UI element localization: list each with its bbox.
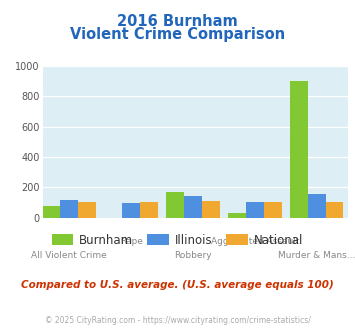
Bar: [166, 192, 184, 218]
Text: 2016 Burnham: 2016 Burnham: [117, 14, 238, 29]
Text: All Violent Crime: All Violent Crime: [31, 251, 107, 260]
Bar: [122, 203, 140, 218]
Bar: [60, 200, 78, 218]
Bar: [326, 202, 344, 218]
Text: Murder & Mans...: Murder & Mans...: [278, 251, 355, 260]
Legend: Burnham, Illinois, National: Burnham, Illinois, National: [47, 229, 308, 251]
Text: © 2025 CityRating.com - https://www.cityrating.com/crime-statistics/: © 2025 CityRating.com - https://www.city…: [45, 315, 310, 325]
Bar: [290, 81, 308, 218]
Bar: [78, 202, 96, 218]
Bar: [43, 207, 60, 218]
Text: Compared to U.S. average. (U.S. average equals 100): Compared to U.S. average. (U.S. average …: [21, 280, 334, 290]
Text: Rape: Rape: [120, 237, 142, 246]
Bar: [264, 202, 282, 218]
Bar: [246, 202, 264, 218]
Text: Robbery: Robbery: [174, 251, 212, 260]
Text: Aggravated Assault: Aggravated Assault: [211, 237, 299, 246]
Bar: [308, 193, 326, 218]
Bar: [202, 201, 220, 218]
Bar: [228, 213, 246, 218]
Bar: [184, 196, 202, 218]
Text: Violent Crime Comparison: Violent Crime Comparison: [70, 27, 285, 42]
Bar: [140, 202, 158, 218]
